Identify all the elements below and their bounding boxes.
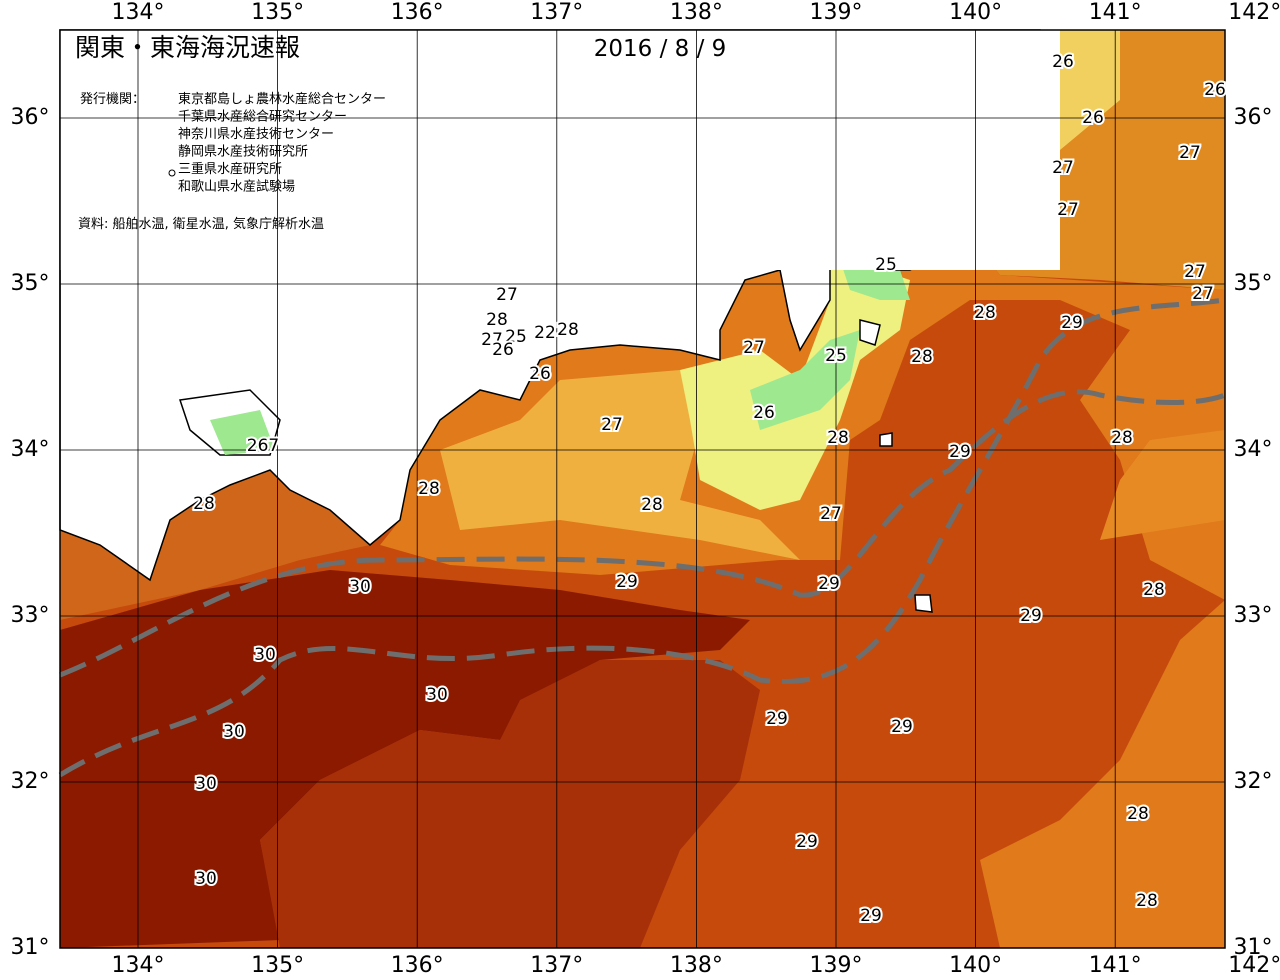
- lon-label-top: 135°: [251, 0, 304, 25]
- contour-label: 27: [601, 415, 623, 435]
- bay: [210, 410, 275, 455]
- contour-label: 27: [743, 338, 765, 358]
- issuer: 和歌山県水産試験場: [178, 179, 295, 195]
- contour-label: 28: [193, 494, 215, 514]
- contour-label: 22: [534, 323, 556, 343]
- issuer: 静岡県水産技術研究所: [178, 144, 308, 160]
- issuer-label: 発行機関：: [80, 92, 145, 107]
- contour-label: 28: [1127, 804, 1149, 824]
- contour-label: 28: [1136, 891, 1158, 911]
- lon-label-bottom: 138°: [670, 953, 723, 978]
- contour-label: 27: [496, 285, 518, 305]
- contour-label: 25: [825, 346, 847, 366]
- issuer: 東京都島しょ農林水産総合センター: [178, 91, 386, 107]
- contour-label: 26: [1204, 80, 1226, 100]
- contour-label: 26: [1082, 108, 1104, 128]
- lon-label-top: 137°: [530, 0, 583, 25]
- contour-label: 29: [796, 832, 818, 852]
- lon-label-top: 139°: [810, 0, 863, 25]
- contour-label: 28: [418, 479, 440, 499]
- map-frame: [59, 29, 1226, 949]
- lat-label-right: 34°: [1234, 437, 1273, 462]
- legend-area: [60, 30, 1060, 270]
- contour-label: 28: [486, 310, 508, 330]
- contour-label: 29: [1020, 606, 1042, 626]
- marker: [168, 169, 176, 177]
- map-title: 関東・東海海況速報: [75, 33, 300, 62]
- contour-label: 29: [949, 442, 971, 462]
- lon-label-bottom: 139°: [810, 953, 863, 978]
- contour-label: 27: [1057, 200, 1079, 220]
- lat-label-right: 33°: [1234, 603, 1273, 628]
- kuroshio-axis: [58, 297, 1226, 778]
- lon-label-bottom: 134°: [112, 953, 165, 978]
- contour-label: 28: [827, 428, 849, 448]
- contour-label: 26: [753, 403, 775, 423]
- lon-label-bottom: 137°: [530, 953, 583, 978]
- contour-label: 29: [616, 572, 638, 592]
- contour-label: 26: [492, 340, 514, 360]
- lon-label-top: 141°: [1089, 0, 1142, 25]
- lon-label-top: 136°: [391, 0, 444, 25]
- lat-label-right: 35°: [1234, 271, 1273, 296]
- lat-label-left: 31°: [11, 935, 50, 960]
- lat-label-left: 33°: [11, 603, 50, 628]
- contour-label: 27: [1179, 143, 1201, 163]
- lon-label-bottom: 136°: [391, 953, 444, 978]
- lon-label-top: 142°: [1228, 0, 1280, 25]
- contour-label: 30: [254, 645, 276, 665]
- lon-label-bottom: 142°: [1228, 953, 1280, 978]
- issuer: 三重県水産研究所: [178, 161, 282, 177]
- contour-label: 27: [1052, 158, 1074, 178]
- contour-label: 27: [1192, 284, 1214, 304]
- lat-label-right: 31°: [1234, 935, 1273, 960]
- contour-label: 30: [195, 774, 217, 794]
- contour-label: 25: [505, 327, 527, 347]
- contour-label: 28: [641, 495, 663, 515]
- contour-label: 27: [820, 504, 842, 524]
- contour-label: 267: [247, 436, 279, 456]
- source: 資料: 船舶水温, 衛星水温, 気象庁解析水温: [78, 216, 324, 232]
- contour-label: 25: [875, 255, 897, 275]
- contour-label: 29: [860, 906, 882, 926]
- contour-label: 26: [1052, 52, 1074, 72]
- lon-label-bottom: 140°: [949, 953, 1002, 978]
- lon-label-bottom: 135°: [251, 953, 304, 978]
- lat-label-right: 36°: [1234, 105, 1273, 130]
- map-date: 2016 / 8 / 9: [594, 36, 727, 62]
- contour-label: 27: [1184, 262, 1206, 282]
- contour-label: 28: [974, 303, 996, 323]
- contour-label: 30: [349, 577, 371, 597]
- graticule: [60, 30, 1225, 948]
- contour-label: 29: [766, 709, 788, 729]
- issuer: 千葉県水産総合研究センター: [178, 109, 347, 125]
- lon-label-top: 138°: [670, 0, 723, 25]
- lon-label-top: 140°: [949, 0, 1002, 25]
- contour-label: 30: [223, 722, 245, 742]
- lat-label-left: 32°: [11, 769, 50, 794]
- contour-label: 29: [818, 574, 840, 594]
- lat-label-left: 34°: [11, 437, 50, 462]
- contour-label: 30: [195, 869, 217, 889]
- contour-label: 26: [529, 364, 551, 384]
- lon-label-bottom: 141°: [1089, 953, 1142, 978]
- lon-label-top: 134°: [112, 0, 165, 25]
- contour-label: 28: [911, 347, 933, 367]
- contour-label: 29: [891, 717, 913, 737]
- contour-label: 29: [1061, 313, 1083, 333]
- contour-label: 30: [426, 685, 448, 705]
- contour-label: 27: [481, 330, 503, 350]
- contour-label: 28: [1143, 580, 1165, 600]
- contour-label: 28: [557, 320, 579, 340]
- lat-label-left: 36°: [11, 105, 50, 130]
- lat-label-left: 35°: [11, 271, 50, 296]
- issuer: 神奈川県水産技術センター: [178, 126, 334, 142]
- lat-label-right: 32°: [1234, 769, 1273, 794]
- contour-label: 28: [1111, 428, 1133, 448]
